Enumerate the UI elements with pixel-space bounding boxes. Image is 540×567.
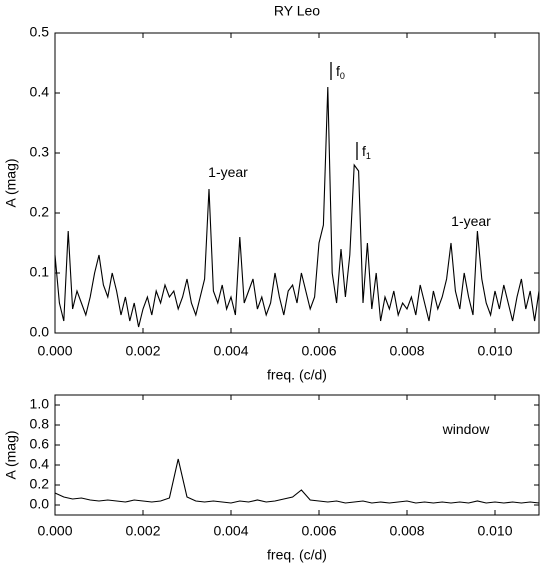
x-axis-label: freq. (c/d) <box>267 547 327 563</box>
y-tick-label: 0.4 <box>30 84 50 100</box>
y-axis-label: A (mag) <box>3 158 19 207</box>
y-tick-label: 1.0 <box>30 396 50 412</box>
x-tick-label: 0.008 <box>389 523 424 539</box>
x-tick-label: 0.002 <box>125 523 160 539</box>
annotation-text: f <box>362 143 366 159</box>
annotation-text: window <box>442 421 491 437</box>
x-tick-label: 0.010 <box>477 343 512 359</box>
annotation-subscript: 0 <box>340 71 345 81</box>
y-axis-label: A (mag) <box>3 430 19 479</box>
x-tick-label: 0.004 <box>213 343 248 359</box>
x-tick-label: 0.006 <box>301 523 336 539</box>
x-axis-label: freq. (c/d) <box>267 367 327 383</box>
annotation: 1-year <box>451 213 491 229</box>
x-tick-label: 0.008 <box>389 343 424 359</box>
x-tick-label: 0.006 <box>301 343 336 359</box>
x-tick-label: 0.002 <box>125 343 160 359</box>
y-tick-label: 0.2 <box>30 476 50 492</box>
annotation: 1-year <box>208 164 248 180</box>
x-tick-label: 0.010 <box>477 523 512 539</box>
x-tick-label: 0.004 <box>213 523 248 539</box>
y-tick-label: 0.8 <box>30 416 50 432</box>
annotation-text: 1-year <box>451 213 491 229</box>
y-tick-label: 0.5 <box>30 24 50 40</box>
annotation-text: 1-year <box>208 164 248 180</box>
annotation: f1 <box>362 143 371 162</box>
annotation-text: f <box>336 63 340 79</box>
y-tick-label: 0.0 <box>30 496 50 512</box>
y-tick-label: 0.4 <box>30 456 50 472</box>
y-tick-label: 0.2 <box>30 204 50 220</box>
x-tick-label: 0.000 <box>37 523 72 539</box>
data-line <box>54 86 540 328</box>
data-line <box>54 458 540 504</box>
annotation: f0 <box>336 63 345 82</box>
plot-frame <box>54 394 540 516</box>
y-tick-label: 0.3 <box>30 144 50 160</box>
x-tick-label: 0.000 <box>37 343 72 359</box>
y-tick-label: 0.0 <box>30 324 50 340</box>
annotation: window <box>442 421 491 437</box>
plot-frame <box>54 32 540 334</box>
y-tick-label: 0.1 <box>30 264 50 280</box>
y-tick-label: 0.6 <box>30 436 50 452</box>
annotation-subscript: 1 <box>366 151 371 161</box>
chart-title: RY Leo <box>274 3 320 19</box>
